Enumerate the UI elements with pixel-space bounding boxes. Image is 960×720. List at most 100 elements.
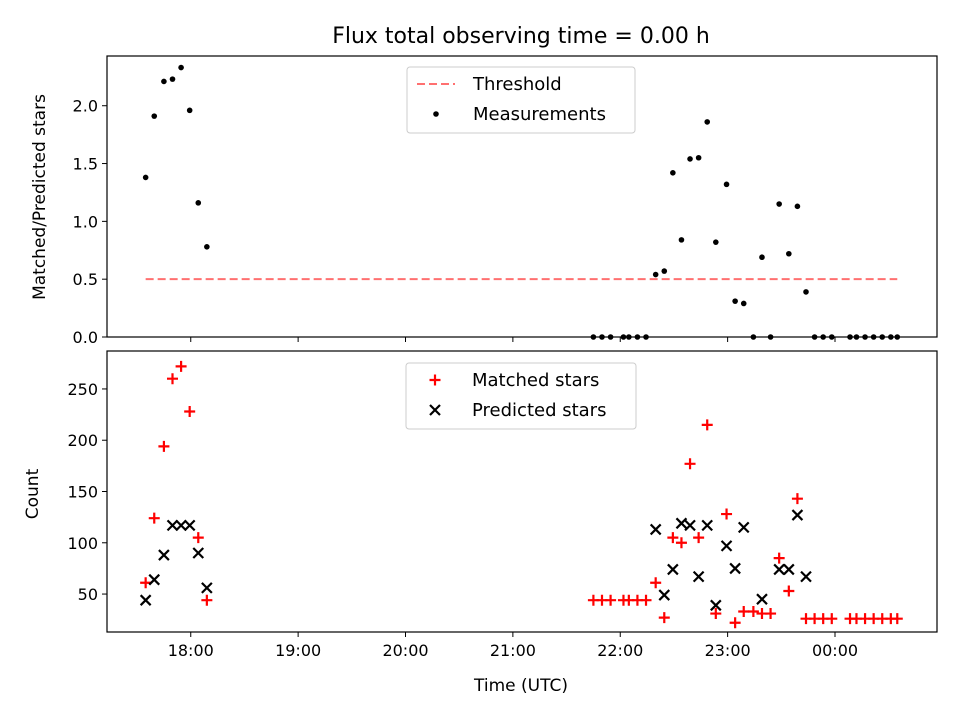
predicted-stars-point <box>148 573 161 586</box>
matched-stars-point <box>891 613 903 625</box>
x-tick-label: 22:00 <box>597 641 643 660</box>
predicted-stars-point <box>737 521 750 534</box>
y-tick-label: 200 <box>67 431 98 450</box>
predicted-stars-point <box>158 549 170 561</box>
measurements-point <box>652 271 659 278</box>
measurements-point <box>723 181 730 188</box>
matched-stars-point <box>650 577 662 589</box>
measurements-point <box>820 334 826 340</box>
measurements-point <box>828 334 835 340</box>
measurements-point <box>879 334 886 340</box>
legend-frame <box>405 362 637 430</box>
predicted-stars-point <box>692 570 705 583</box>
y-tick-label: 50 <box>78 585 98 604</box>
measurements-point <box>888 334 894 340</box>
predicted-stars-point <box>175 519 187 532</box>
measurements-point <box>732 298 738 304</box>
axes-frame <box>106 55 938 338</box>
x-tick-label: 20:00 <box>382 641 428 660</box>
measurements-point <box>599 334 605 340</box>
matched-stars-point <box>166 373 178 385</box>
predicted-stars-point <box>791 509 804 521</box>
measurements-point <box>678 237 685 243</box>
measurements-point <box>151 113 158 119</box>
measurements-point <box>670 169 676 176</box>
matched-stars-point <box>783 585 795 597</box>
predicted-stars-point <box>649 523 662 536</box>
predicted-stars-point <box>756 593 768 605</box>
matched-stars-point <box>158 440 170 452</box>
matched-stars-point <box>140 577 152 589</box>
matched-stars-point <box>640 594 652 606</box>
x-tick-label: 00:00 <box>812 641 858 660</box>
measurements-point <box>626 334 632 340</box>
matched-stars-point <box>184 406 196 418</box>
measurements-point <box>740 300 747 307</box>
measurements-point <box>713 239 719 245</box>
measurements-point <box>634 334 641 340</box>
matched-stars-point <box>773 552 785 564</box>
legend-predicted-stars-swatch <box>429 404 441 416</box>
legend-threshold-label: Threshold <box>472 74 562 95</box>
x-tick-label: 19:00 <box>275 641 321 660</box>
matched-stars-point <box>201 594 213 606</box>
x-axis-label: Time (UTC) <box>473 676 568 696</box>
y-tick-label: 2.0 <box>73 97 98 116</box>
measurements-point <box>870 334 877 340</box>
y-tick-label: 1.0 <box>73 212 98 231</box>
measurements-point <box>767 334 774 340</box>
predicted-stars-point <box>783 563 795 576</box>
matched-stars-point <box>747 605 759 617</box>
legend-matched-stars-label: Matched stars <box>472 370 599 391</box>
matched-stars-point <box>148 512 160 524</box>
legend-frame <box>406 66 636 134</box>
y-tick-label: 0.0 <box>73 328 98 347</box>
predicted-stars-point <box>720 540 733 552</box>
matched-stars-point <box>192 532 204 544</box>
legend-predicted-stars-label: Predicted stars <box>472 400 606 421</box>
bottom-y-axis-label: Count <box>23 468 43 519</box>
measurements-point <box>620 334 627 340</box>
measurements-point <box>186 107 193 114</box>
predicted-stars-point <box>166 519 179 532</box>
predicted-stars-point <box>773 563 785 576</box>
measurements-point <box>750 334 757 340</box>
matched-stars-point <box>791 493 803 505</box>
y-tick-label: 250 <box>67 380 98 399</box>
y-tick-label: 1.5 <box>73 155 98 174</box>
matched-stars-point <box>605 594 617 606</box>
measurements-point <box>862 334 868 340</box>
measurements-point <box>178 64 184 71</box>
legend: Threshold Measurements <box>406 66 636 134</box>
measurements-point <box>759 254 765 261</box>
matched-stars-point <box>721 508 733 520</box>
measurements-point <box>590 334 597 340</box>
predicted-stars-point <box>658 589 671 601</box>
y-tick-label: 0.5 <box>73 270 98 289</box>
matched-stars-point <box>667 532 679 544</box>
bottom-panel: Count 18:00 19:00 20:00 21:00 22:00 23:00 00:0… <box>23 350 938 660</box>
predicted-stars-point <box>729 562 741 575</box>
matched-stars-point <box>738 605 750 617</box>
predicted-stars-point <box>667 563 679 576</box>
legend-measurements-label: Measurements <box>473 104 606 125</box>
predicted-stars-point <box>800 570 812 583</box>
measurements-point <box>195 200 202 206</box>
measurements-point <box>142 174 149 181</box>
matched-stars-point <box>684 458 696 470</box>
matched-stars-point <box>710 608 722 620</box>
predicted-stars-point <box>201 582 213 594</box>
matched-stars-point <box>693 532 705 544</box>
measurements-point <box>687 156 693 162</box>
measurements-point <box>695 154 702 161</box>
matched-stars-point <box>658 612 670 624</box>
matched-stars-point <box>175 360 187 372</box>
measurements-point <box>607 334 614 340</box>
matched-stars-point <box>675 537 687 549</box>
top-panel: Matched/Predicted stars 0.0 0.5 1.0 1.5 2.0 T… <box>30 55 938 347</box>
measurements-point <box>894 334 901 340</box>
matched-stars-point <box>729 617 741 629</box>
measurements-point <box>704 119 711 125</box>
measurements-point <box>853 334 860 340</box>
